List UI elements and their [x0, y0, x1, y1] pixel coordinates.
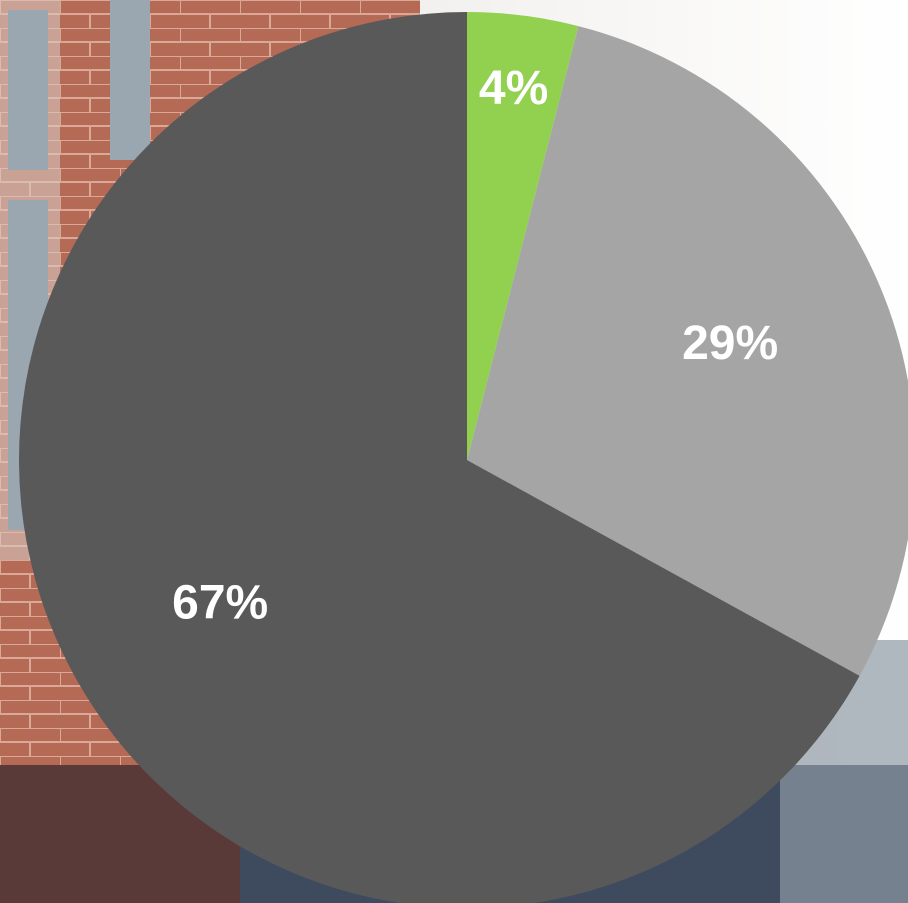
pie-slice — [19, 12, 860, 903]
data-label: 29% — [682, 317, 778, 370]
pie-slice — [467, 26, 908, 676]
pie: 4% 29% 67% — [19, 12, 908, 903]
pie-slice — [467, 12, 579, 460]
data-label: 67% — [172, 577, 268, 630]
data-label: 4% — [479, 62, 548, 115]
